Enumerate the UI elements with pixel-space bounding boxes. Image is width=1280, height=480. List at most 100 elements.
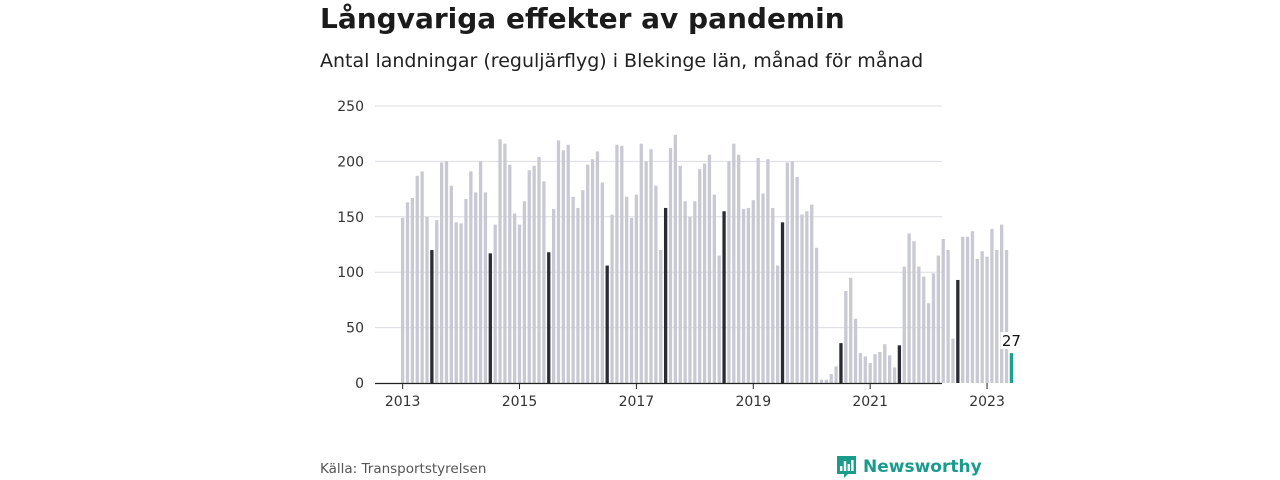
bar — [600, 182, 604, 383]
bar — [751, 200, 755, 383]
bar-chart-icon — [837, 456, 856, 478]
bar — [775, 265, 780, 383]
bar — [629, 217, 634, 383]
bar — [922, 276, 926, 383]
bar — [508, 164, 512, 383]
bar — [620, 145, 624, 383]
bar — [961, 236, 965, 383]
bar — [478, 161, 483, 383]
bar — [649, 149, 653, 383]
bar — [795, 176, 799, 383]
bar — [498, 139, 502, 383]
bar — [693, 201, 697, 383]
bar — [834, 366, 838, 383]
bar — [444, 161, 449, 383]
bar — [683, 201, 687, 383]
bar — [586, 164, 590, 383]
bar — [410, 197, 415, 383]
brand-logo[interactable]: Newsworthy — [836, 455, 982, 479]
bar — [800, 214, 804, 383]
bar — [430, 250, 434, 383]
last-value-label: 27 — [1002, 332, 1021, 350]
y-tick-label: 200 — [337, 154, 364, 170]
bar — [975, 258, 979, 383]
bar — [702, 163, 707, 383]
bar — [488, 253, 492, 383]
bar — [547, 252, 551, 383]
bar — [595, 151, 600, 383]
x-tick-label: 2019 — [735, 394, 771, 410]
x-tick-label: 2013 — [385, 394, 421, 410]
bar — [824, 379, 828, 383]
bar — [853, 318, 858, 383]
bar — [581, 190, 585, 383]
bar — [732, 143, 736, 383]
bar — [737, 154, 741, 383]
bar — [634, 194, 639, 383]
bar — [464, 199, 468, 383]
y-tick-label: 100 — [337, 265, 364, 281]
bar — [785, 162, 790, 383]
bar — [459, 223, 463, 383]
bar — [639, 143, 643, 383]
bar — [990, 228, 994, 383]
bar — [435, 220, 439, 383]
bar — [420, 171, 424, 383]
bar — [839, 343, 843, 383]
bar — [956, 279, 960, 383]
bar — [615, 144, 619, 383]
bar — [819, 379, 824, 383]
bar — [493, 224, 497, 383]
bar — [668, 148, 673, 383]
bar — [625, 196, 629, 383]
bar — [741, 209, 746, 383]
bar — [605, 265, 609, 383]
bar — [712, 194, 716, 383]
bar — [849, 277, 853, 383]
bar — [537, 156, 541, 383]
bar — [663, 207, 668, 383]
chart-title: Långvariga effekter av pandemin — [320, 2, 845, 35]
bar — [405, 202, 410, 383]
bar — [907, 233, 911, 383]
bar — [401, 217, 405, 383]
bar — [810, 204, 814, 383]
bar — [722, 211, 726, 383]
bar — [873, 354, 877, 383]
bar — [571, 196, 575, 383]
bar — [790, 161, 794, 383]
bar — [780, 222, 785, 383]
bar — [888, 355, 892, 383]
bar — [985, 256, 989, 383]
bar — [513, 213, 517, 383]
bar — [425, 216, 429, 383]
bar — [892, 367, 897, 383]
bar — [883, 344, 887, 383]
bar — [965, 236, 970, 383]
bar — [678, 165, 682, 383]
bar — [561, 150, 566, 383]
bar — [902, 266, 906, 383]
bar — [469, 171, 473, 383]
source-note: Källa: Transportstyrelsen — [320, 461, 487, 477]
bar — [868, 363, 872, 383]
bar — [746, 207, 751, 383]
bar — [566, 144, 570, 383]
bar — [503, 143, 507, 383]
bar — [454, 222, 458, 383]
bar — [1000, 224, 1004, 383]
bar — [439, 162, 444, 383]
bar — [576, 207, 580, 383]
bar — [941, 238, 945, 383]
bar — [814, 247, 819, 383]
y-tick-label: 150 — [337, 210, 364, 226]
bar — [590, 159, 595, 383]
bar — [995, 250, 999, 383]
bar — [970, 231, 975, 383]
bar — [936, 255, 940, 383]
bar — [659, 250, 663, 383]
bar — [532, 165, 536, 383]
bar — [698, 169, 702, 383]
bar — [551, 209, 556, 383]
bar — [756, 158, 760, 383]
